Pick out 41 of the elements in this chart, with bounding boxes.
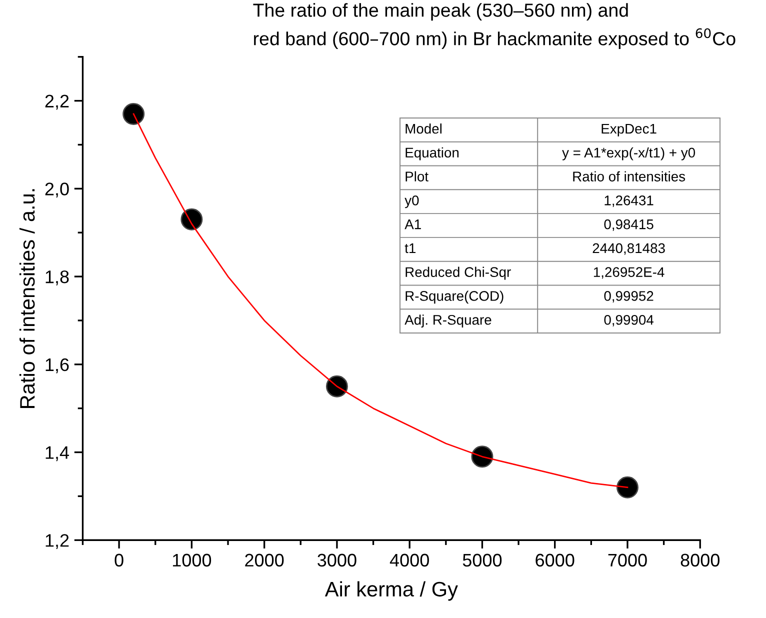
y-tick-label: 2,0 <box>45 182 69 198</box>
annotation: 0,99952 <box>604 291 654 303</box>
annotation: Model <box>406 123 442 134</box>
x-tick-label: 4000 <box>390 554 429 567</box>
annotation: Ratio of intensities <box>573 171 686 182</box>
point <box>122 102 145 125</box>
annotation: ExpDec1 <box>602 124 656 136</box>
annotation: 1,26431 <box>604 196 654 207</box>
annotation: t1 <box>404 243 416 254</box>
annotation: Plot <box>406 171 428 182</box>
x-tick-label: 1000 <box>172 554 212 567</box>
y-tick-label: 1,8 <box>46 270 69 286</box>
y-tick-label: 1,2 <box>46 534 69 549</box>
point <box>616 476 638 498</box>
annotation: 1,26952E-4 <box>594 267 664 279</box>
annotation: y = A1*exp(-x/t1) + y0 <box>562 147 696 160</box>
x-tick-label: 6000 <box>536 554 574 567</box>
x-tick-label: 2000 <box>245 554 284 567</box>
x-tick-label: 5000 <box>462 554 502 567</box>
annotation: y0 <box>404 196 419 208</box>
y-tick-label: 1,4 <box>46 446 70 462</box>
point <box>180 208 203 230</box>
x-tick-label: 8000 <box>680 554 720 567</box>
x-tick-label: 0 <box>114 554 124 567</box>
annotation: 0,98415 <box>604 219 654 231</box>
y-axis-title: Ratio of intensities / a.u. <box>19 189 35 408</box>
point <box>326 375 348 398</box>
x-tick-label: 7000 <box>608 554 647 567</box>
annotation: 2440,81483 <box>592 243 665 255</box>
y-tick-label: 2,2 <box>45 94 69 110</box>
x-tick-label: 3000 <box>318 554 356 567</box>
y-tick-label: 1,6 <box>46 358 69 374</box>
annotation: A1 <box>404 220 421 230</box>
annotation: 0,99904 <box>604 314 654 326</box>
point <box>471 446 494 468</box>
annotation: Equation <box>406 147 459 160</box>
chart-title: The ratio of the main peak (530–560 nm) and red band (600–700 nm) in Br hackmanite exposed to $^{60}$Co <box>253 3 736 50</box>
annotation: Adj. R-Square <box>404 314 492 328</box>
annotation: R-Square(COD) <box>406 290 504 304</box>
x-axis-title: Air kerma / Gy <box>324 581 458 601</box>
annotation: Reduced Chi-Sqr <box>406 266 511 280</box>
